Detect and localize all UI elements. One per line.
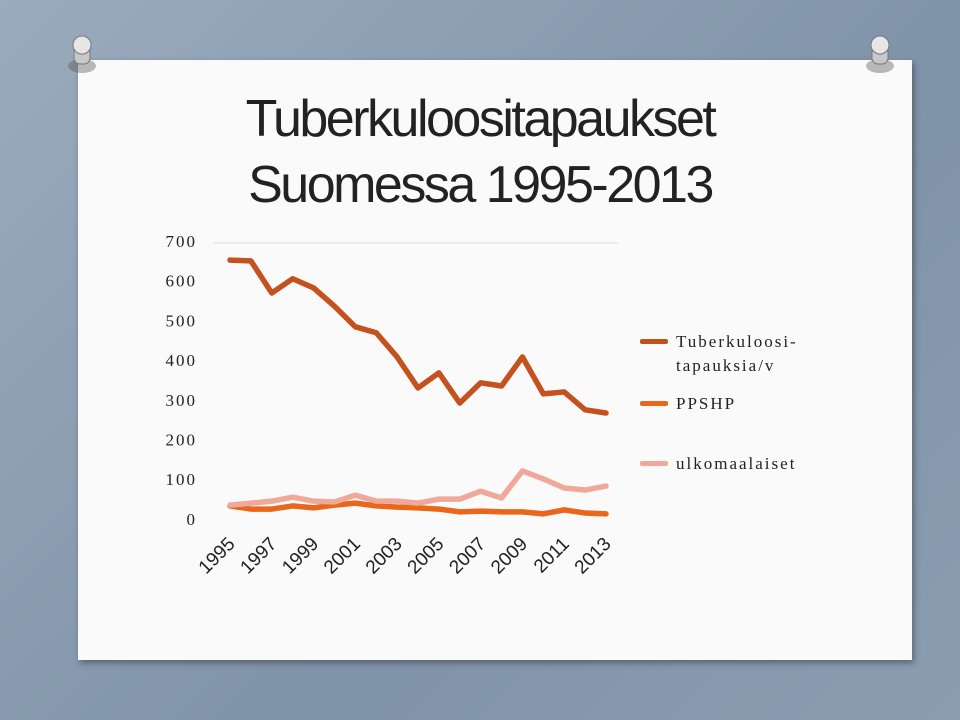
x-tick-label: 2009 [487,534,532,579]
x-tick-label: 2013 [571,534,616,579]
y-tick-label: 400 [166,351,198,370]
legend-label: PPSHP [676,394,737,413]
x-tick-label: 1995 [195,534,240,579]
x-tick-label: 2007 [445,534,490,579]
legend-item: PPSHP [640,392,826,416]
y-tick-label: 0 [187,510,198,529]
x-tick-label: 2003 [362,534,407,579]
legend-label: Tuberkuloosi-tapauksia/v [676,332,798,375]
x-tick-label: 2001 [320,534,365,579]
legend-item: Tuberkuloosi-tapauksia/v [640,330,826,378]
y-tick-label: 700 [166,232,198,251]
y-tick-label: 300 [166,391,198,410]
y-tick-label: 600 [166,272,198,291]
series-line [227,257,609,416]
x-tick-label: 1999 [278,534,323,579]
legend-swatch [640,339,668,344]
series-line [227,468,609,508]
chart-title: Tuberkuloositapaukset Suomessa 1995-2013 [245,90,717,214]
series-line [227,500,609,517]
pins [68,35,894,73]
slide-card [78,60,912,660]
legend-item: ulkomaalaiset [640,452,826,476]
legend-swatch [640,401,668,406]
y-tick-label: 200 [166,430,198,449]
y-tick-label: 100 [166,470,198,489]
x-tick-label: 1997 [237,534,282,579]
legend-swatch [640,461,668,466]
y-tick-label: 500 [166,311,198,330]
x-tick-label: 2005 [404,534,449,579]
x-tick-label: 2011 [530,534,574,578]
legend-label: ulkomaalaiset [676,454,797,473]
